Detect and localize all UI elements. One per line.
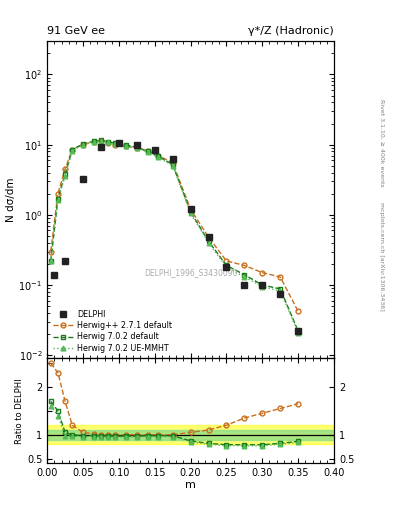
Y-axis label: Ratio to DELPHI: Ratio to DELPHI: [15, 378, 24, 444]
Text: DELPHI_1996_S3430090: DELPHI_1996_S3430090: [144, 268, 237, 277]
Text: γ*/Z (Hadronic): γ*/Z (Hadronic): [248, 26, 334, 36]
Text: Rivet 3.1.10, ≥ 400k events: Rivet 3.1.10, ≥ 400k events: [379, 99, 384, 187]
Y-axis label: N dσ/dm: N dσ/dm: [6, 178, 16, 222]
X-axis label: m: m: [185, 480, 196, 489]
Legend: DELPHI, Herwig++ 2.7.1 default, Herwig 7.0.2 default, Herwig 7.0.2 UE-MMHT: DELPHI, Herwig++ 2.7.1 default, Herwig 7…: [51, 308, 174, 354]
Text: mcplots.cern.ch [arXiv:1306.3436]: mcplots.cern.ch [arXiv:1306.3436]: [379, 202, 384, 310]
Text: 91 GeV ee: 91 GeV ee: [47, 26, 105, 36]
Bar: [47, 425, 334, 444]
Bar: [47, 430, 334, 439]
